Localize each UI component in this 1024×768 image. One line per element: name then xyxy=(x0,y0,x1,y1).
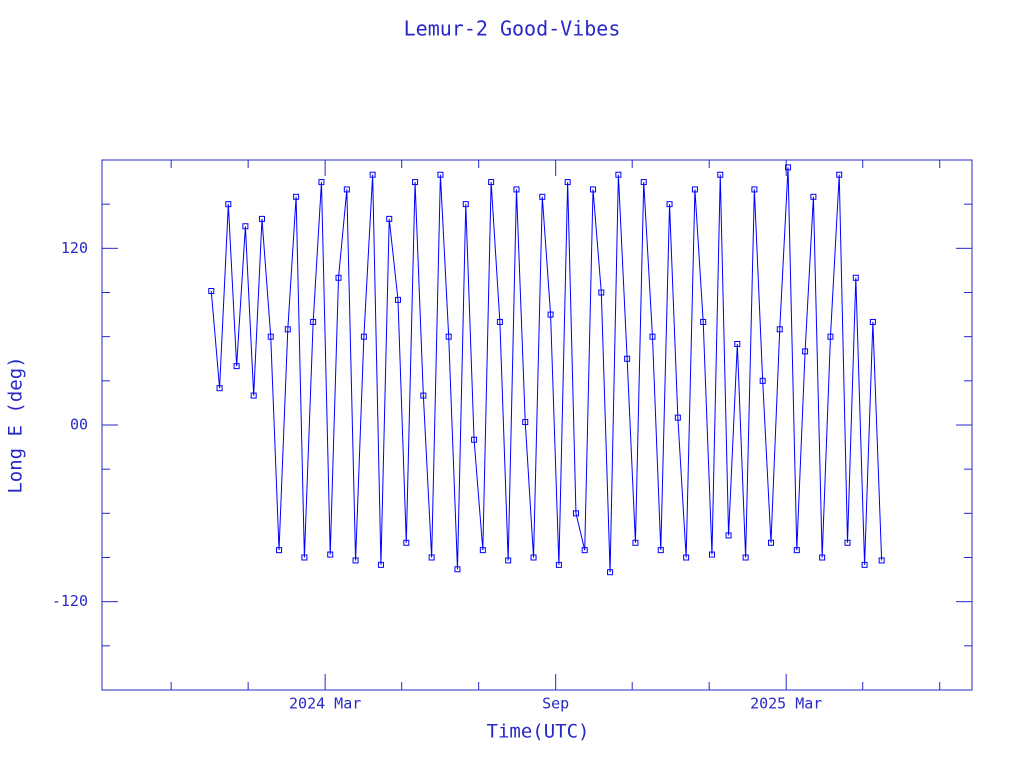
data-marker xyxy=(488,179,495,186)
data-marker xyxy=(615,171,622,178)
data-marker xyxy=(369,171,376,178)
data-marker xyxy=(258,215,265,222)
y-axis-label: Long E (deg) xyxy=(5,356,27,493)
data-marker xyxy=(318,179,325,186)
plot-frame xyxy=(101,159,973,691)
data-marker xyxy=(242,223,249,230)
data-marker xyxy=(844,539,851,546)
data-marker xyxy=(471,436,478,443)
data-marker xyxy=(496,318,503,325)
x-tick-label: Sep xyxy=(542,695,569,713)
data-marker xyxy=(555,561,562,568)
data-marker xyxy=(513,186,520,193)
data-marker xyxy=(216,385,223,392)
data-line xyxy=(210,167,883,573)
data-marker xyxy=(751,186,758,193)
data-marker xyxy=(776,326,783,333)
data-marker xyxy=(301,554,308,561)
data-marker xyxy=(547,311,554,318)
data-marker xyxy=(267,333,274,340)
data-marker xyxy=(827,333,834,340)
data-marker xyxy=(454,566,461,573)
data-marker xyxy=(250,392,257,399)
data-marker xyxy=(598,289,605,296)
data-marker xyxy=(691,186,698,193)
data-marker xyxy=(386,215,393,222)
data-marker xyxy=(403,539,410,546)
data-marker xyxy=(590,186,597,193)
y-tick-label: 120 xyxy=(61,239,88,257)
data-marker xyxy=(674,414,681,421)
data-marker xyxy=(869,318,876,325)
data-marker xyxy=(360,333,367,340)
data-marker xyxy=(335,274,342,281)
data-marker xyxy=(640,179,647,186)
data-marker xyxy=(462,201,469,208)
data-marker xyxy=(836,171,843,178)
data-marker xyxy=(445,333,452,340)
chart-title: Lemur-2 Good-Vibes xyxy=(404,17,621,41)
data-marker xyxy=(861,561,868,568)
data-marker xyxy=(225,201,232,208)
data-marker xyxy=(717,171,724,178)
data-marker xyxy=(793,547,800,554)
data-marker xyxy=(852,274,859,281)
data-marker xyxy=(428,554,435,561)
data-marker xyxy=(208,288,215,295)
data-marker xyxy=(479,547,486,554)
data-marker xyxy=(878,557,885,564)
data-marker xyxy=(734,341,741,348)
data-marker xyxy=(759,377,766,384)
data-marker xyxy=(310,318,317,325)
x-axis-label: Time(UTC) xyxy=(487,721,590,743)
data-marker xyxy=(725,532,732,539)
x-tick-label: 2024 Mar xyxy=(289,695,361,713)
data-marker xyxy=(810,193,817,200)
data-marker xyxy=(233,363,240,370)
data-marker xyxy=(564,179,571,186)
data-marker xyxy=(708,551,715,558)
data-marker xyxy=(377,561,384,568)
data-marker xyxy=(632,539,639,546)
x-tick-label: 2025 Mar xyxy=(750,695,822,713)
data-marker xyxy=(284,326,291,333)
data-marker xyxy=(352,557,359,564)
data-marker xyxy=(420,392,427,399)
data-marker xyxy=(505,557,512,564)
data-marker xyxy=(327,551,334,558)
data-marker xyxy=(437,171,444,178)
data-marker xyxy=(700,318,707,325)
data-marker xyxy=(276,547,283,554)
data-marker xyxy=(607,569,614,576)
data-marker xyxy=(785,164,792,171)
data-marker xyxy=(530,554,537,561)
data-marker xyxy=(683,554,690,561)
data-marker xyxy=(412,179,419,186)
data-marker xyxy=(293,193,300,200)
data-marker xyxy=(343,186,350,193)
data-marker xyxy=(539,193,546,200)
y-tick-label: 00 xyxy=(70,416,88,434)
data-marker xyxy=(802,348,809,355)
y-tick-label: -120 xyxy=(52,592,88,610)
data-marker xyxy=(666,201,673,208)
data-marker xyxy=(394,296,401,303)
data-marker xyxy=(522,419,529,426)
data-marker xyxy=(572,510,579,517)
data-marker xyxy=(742,554,749,561)
data-marker xyxy=(581,547,588,554)
data-marker xyxy=(657,547,664,554)
data-marker xyxy=(624,355,631,362)
data-marker xyxy=(649,333,656,340)
data-marker xyxy=(767,539,774,546)
data-marker xyxy=(819,554,826,561)
